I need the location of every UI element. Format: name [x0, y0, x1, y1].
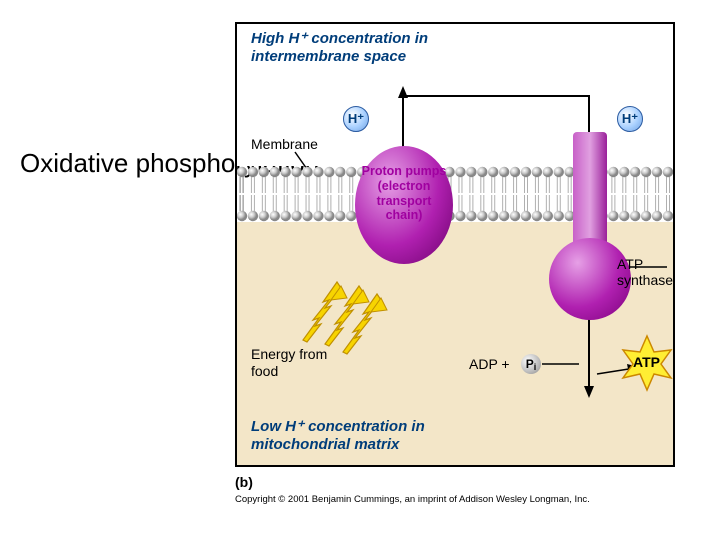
- diagram-box: Proton pumps (electron transport chain) …: [235, 22, 675, 467]
- atp-synthase-label: ATP synthase: [617, 256, 677, 288]
- h-plus-ion-left: H⁺: [343, 106, 369, 132]
- energy-label: Energy from food: [251, 346, 341, 380]
- panel-label: (b): [235, 474, 253, 490]
- atp-label: ATP: [633, 354, 660, 371]
- low-h-label: Low H⁺ concentration in mitochondrial ma…: [251, 418, 491, 454]
- adp-text: ADP +: [469, 356, 510, 372]
- lipid-tails: [237, 166, 673, 222]
- h-plus-label: H⁺: [348, 111, 364, 127]
- atp-synthase-channel: [573, 132, 607, 252]
- pi-sub: i: [534, 362, 537, 372]
- h-plus-ion-right: H⁺: [617, 106, 643, 132]
- membrane: [237, 166, 673, 222]
- proton-pump-label: Proton pumps (electron transport chain): [361, 164, 447, 223]
- proton-pump-text: Proton pumps (electron transport chain): [362, 164, 447, 222]
- copyright-text: Copyright © 2001 Benjamin Cummings, an i…: [235, 494, 590, 505]
- h-plus-label-2: H⁺: [622, 111, 638, 127]
- pi-letter: P: [526, 357, 534, 371]
- adp-pi-label: ADP +: [469, 356, 510, 373]
- membrane-label: Membrane: [251, 136, 318, 153]
- high-h-label: High H⁺ concentration in intermembrane s…: [251, 30, 511, 66]
- pi-icon: Pi: [521, 354, 541, 374]
